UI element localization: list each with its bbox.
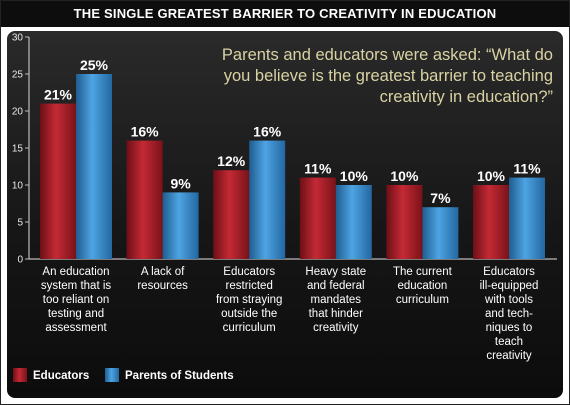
bar-value-label: 10% bbox=[340, 168, 369, 184]
y-tick-label: 25 bbox=[12, 70, 24, 81]
category-label: Heavy state and federal mandates that hinde… bbox=[305, 266, 366, 334]
chart-panel: 0 5 10 15 20 25 30 21% 16% 12% 11% 10% 10% 25% 9% 16% 1… bbox=[7, 31, 563, 398]
bar-value-label: 25% bbox=[80, 57, 109, 73]
bar-value-label: 12% bbox=[217, 153, 246, 169]
y-tick-label: 0 bbox=[17, 255, 23, 266]
chart-title: THE SINGLE GREATEST BARRIER TO CREATIVIT… bbox=[1, 1, 569, 27]
parents-bar bbox=[249, 140, 286, 259]
y-tick-label: 15 bbox=[12, 144, 24, 155]
educators-bar bbox=[299, 177, 336, 259]
bar-value-label: 10% bbox=[390, 168, 419, 184]
educators-bar bbox=[126, 140, 163, 259]
legend-parents-label: Parents of Students bbox=[125, 370, 234, 382]
parents-bar bbox=[335, 185, 372, 259]
category-label: An education system that is too reliant on… bbox=[41, 266, 112, 334]
bar-value-label: 16% bbox=[253, 124, 282, 140]
legend-educators-label: Educators bbox=[33, 370, 89, 382]
bar-value-label: 10% bbox=[477, 168, 506, 184]
question-text: Parents and educators were asked: “What … bbox=[221, 46, 553, 106]
bar-value-label: 7% bbox=[430, 190, 451, 206]
parents-bar bbox=[162, 192, 199, 259]
y-tick-label: 10 bbox=[12, 181, 24, 192]
parents-bar bbox=[76, 74, 112, 259]
parents-bar bbox=[509, 177, 545, 259]
bar-chart: 0 5 10 15 20 25 30 21% 16% 12% 11% 10% 10% 25% 9% 16% 1… bbox=[12, 33, 557, 382]
educators-bar bbox=[473, 185, 509, 259]
bar-value-label: 9% bbox=[170, 175, 191, 191]
bar-value-label: 11% bbox=[513, 161, 541, 177]
category-label: The current education curriculum bbox=[393, 266, 453, 306]
bar-value-label: 11% bbox=[304, 161, 332, 177]
y-tick-label: 30 bbox=[12, 33, 24, 44]
educators-bar bbox=[386, 185, 423, 259]
category-label: Educators restricted from straying outside … bbox=[216, 266, 282, 334]
category-label: A lack of resources bbox=[137, 266, 188, 292]
educators-bar bbox=[40, 103, 76, 259]
educators-bar bbox=[213, 170, 250, 259]
bar-value-label: 21% bbox=[44, 87, 73, 103]
bar-value-label: 16% bbox=[131, 124, 160, 140]
legend-parents-swatch bbox=[105, 368, 119, 382]
legend-educators-swatch bbox=[13, 368, 27, 382]
y-tick-label: 5 bbox=[17, 218, 23, 229]
parents-bar bbox=[422, 207, 459, 259]
category-label: Educators ill-equipped with tools and tech-… bbox=[480, 266, 539, 362]
y-tick-label: 20 bbox=[12, 107, 24, 118]
